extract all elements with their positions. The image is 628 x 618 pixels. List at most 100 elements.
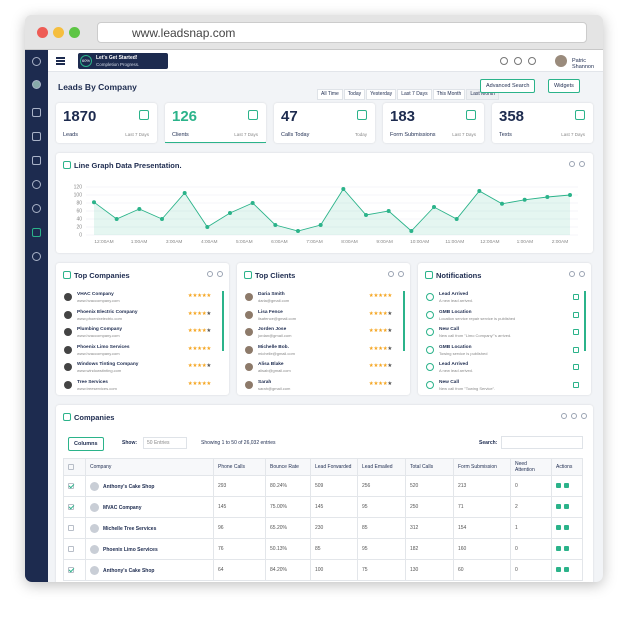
stat-icon	[248, 110, 258, 120]
close-button[interactable]	[37, 27, 48, 38]
search-input[interactable]	[501, 436, 583, 449]
row-checkbox[interactable]	[68, 566, 74, 573]
list-item[interactable]: Lead Arrived A new lead arrived.	[426, 291, 583, 305]
collapse-icon[interactable]	[579, 161, 585, 167]
stat-card[interactable]: 126 Clients Last 7 Days	[165, 103, 266, 143]
maximize-button[interactable]	[69, 27, 80, 38]
address-bar[interactable]: www.leadsnap.com	[97, 22, 587, 43]
list-item[interactable]: GMB Location Towing service is published	[426, 344, 583, 358]
cell: 95	[357, 538, 406, 560]
settings-icon[interactable]	[571, 413, 577, 419]
list-item[interactable]: Phoenix Electric Company www.phoenixelect…	[64, 309, 221, 323]
bell-icon[interactable]	[500, 57, 508, 65]
list-item[interactable]: VHAC Company www.hvaccompany.com ★★★★★	[64, 291, 221, 305]
list-item[interactable]: Michelle Bob. michelle@gmail.com ★★★★★	[245, 344, 402, 358]
filter-button[interactable]: Today	[343, 89, 366, 100]
item-icon	[245, 328, 253, 336]
filter-button[interactable]: Last 7 Days	[397, 89, 432, 100]
filter-button[interactable]: Yesterday	[366, 89, 397, 100]
list-item[interactable]: Phoenix Limo Services www.hvaccompany.com…	[64, 344, 221, 358]
hamburger[interactable]	[56, 57, 65, 59]
star: ★	[382, 328, 388, 334]
progress-subtitle: Completion Progress.	[96, 61, 140, 67]
panel-title: Top Clients	[255, 271, 296, 280]
list-item[interactable]: Jorden Jose jordan@gmail.com ★★★★★	[245, 326, 402, 340]
list-item[interactable]: GMB Location Location service repair serv…	[426, 309, 583, 323]
view-action[interactable]	[556, 545, 561, 551]
delete-action[interactable]	[564, 503, 569, 509]
filter-button[interactable]: All Time	[317, 89, 343, 100]
nav-icon[interactable]	[32, 108, 41, 117]
view-action[interactable]	[556, 482, 561, 488]
delete-action[interactable]	[564, 545, 569, 551]
minimize-button[interactable]	[53, 27, 64, 38]
avatar-icon[interactable]	[32, 80, 41, 89]
company-cell: Anthony's Cake Shop	[85, 475, 214, 497]
nav-icon[interactable]	[32, 204, 41, 213]
list-item[interactable]: Lead Arrived A new lead arrived.	[426, 361, 583, 375]
item-title: Sarah	[258, 379, 272, 385]
settings-icon[interactable]	[207, 271, 213, 277]
user-avatar[interactable]	[555, 55, 567, 67]
collapse-icon[interactable]	[581, 413, 587, 419]
nav-icon[interactable]	[32, 252, 41, 261]
row-checkbox[interactable]	[68, 524, 74, 531]
power-icon[interactable]	[528, 57, 536, 65]
star: ★	[387, 310, 392, 317]
list-item[interactable]: Daria Smith daria@gmail.com ★★★★★	[245, 291, 402, 305]
nav-icon[interactable]	[32, 156, 41, 165]
cell: 65.20%	[265, 517, 311, 539]
nav-icon[interactable]	[32, 180, 41, 189]
view-action[interactable]	[556, 503, 561, 509]
stat-icon	[575, 110, 585, 120]
progress-banner[interactable]: 60% Let's Get Started! Completion Progre…	[78, 53, 168, 69]
list-item[interactable]: Windows Tinting Company www.windowstintin…	[64, 361, 221, 375]
settings-icon[interactable]	[388, 271, 394, 277]
star: ★	[387, 293, 392, 299]
row-checkbox[interactable]	[68, 545, 74, 552]
item-subtitle: A new lead arrived.	[439, 368, 474, 373]
list-icon[interactable]	[561, 413, 567, 419]
list-item[interactable]: Alisa Blake alisab@gmail.com ★★★★★	[245, 361, 402, 375]
filter-button[interactable]: This Month	[432, 89, 466, 100]
item-title: New Call	[439, 379, 459, 385]
table-row: Michelle Tree Services 96 65.20% 230 85 312 15…	[63, 517, 583, 539]
columns-button[interactable]: Columns	[68, 437, 104, 451]
list-item[interactable]: New Call New call from "Towing Service".	[426, 379, 583, 393]
stat-card[interactable]: 358 Texts Last 7 Days	[492, 103, 593, 143]
delete-action[interactable]	[564, 524, 569, 530]
advanced-search-button[interactable]: Advanced Search	[480, 79, 536, 93]
y-tick-label: 20	[76, 225, 82, 231]
nav-icon[interactable]	[32, 132, 41, 141]
stat-card[interactable]: 47 Calls Today Today	[274, 103, 375, 143]
user-name[interactable]: Patric Shannon	[572, 58, 595, 70]
row-checkbox[interactable]	[68, 482, 74, 489]
actions-cell	[551, 517, 583, 539]
collapse-icon[interactable]	[217, 271, 223, 277]
nav-icon[interactable]	[32, 228, 41, 237]
cell: 182	[405, 538, 454, 560]
collapse-icon[interactable]	[398, 271, 404, 277]
list-item[interactable]: Plumbing Company www.hvaccompany.com ★★★★★	[64, 326, 221, 340]
stat-card[interactable]: 1870 Leads Last 7 Days	[56, 103, 157, 143]
list-item[interactable]: Lisa Fence lisafence@gmail.com ★★★★★	[245, 309, 402, 323]
list-item[interactable]: Sarah sarah@gmail.com ★★★★★	[245, 379, 402, 393]
list-item[interactable]: Tree Services www.treeservices.com ★★★★★	[64, 379, 221, 393]
y-tick-label: 60	[76, 209, 82, 215]
entries-select[interactable]: 50 Entries	[143, 437, 187, 449]
row-checkbox[interactable]	[68, 503, 74, 510]
x-tick-label: 1:00AM	[517, 239, 534, 245]
help-icon[interactable]	[514, 57, 522, 65]
x-tick-label: 2:00AM	[552, 239, 569, 245]
settings-icon[interactable]	[569, 161, 575, 167]
list-item[interactable]: New Call New call from "Limo Company"'s a…	[426, 326, 583, 340]
menu-icon[interactable]	[32, 57, 41, 66]
collapse-icon[interactable]	[579, 271, 585, 277]
settings-icon[interactable]	[569, 271, 575, 277]
delete-action[interactable]	[564, 566, 569, 572]
delete-action[interactable]	[564, 482, 569, 488]
stat-card[interactable]: 183 Form Submissions Last 7 Days	[383, 103, 484, 143]
widgets-button[interactable]: Widgets	[548, 79, 580, 93]
view-action[interactable]	[556, 524, 561, 530]
view-action[interactable]	[556, 566, 561, 572]
